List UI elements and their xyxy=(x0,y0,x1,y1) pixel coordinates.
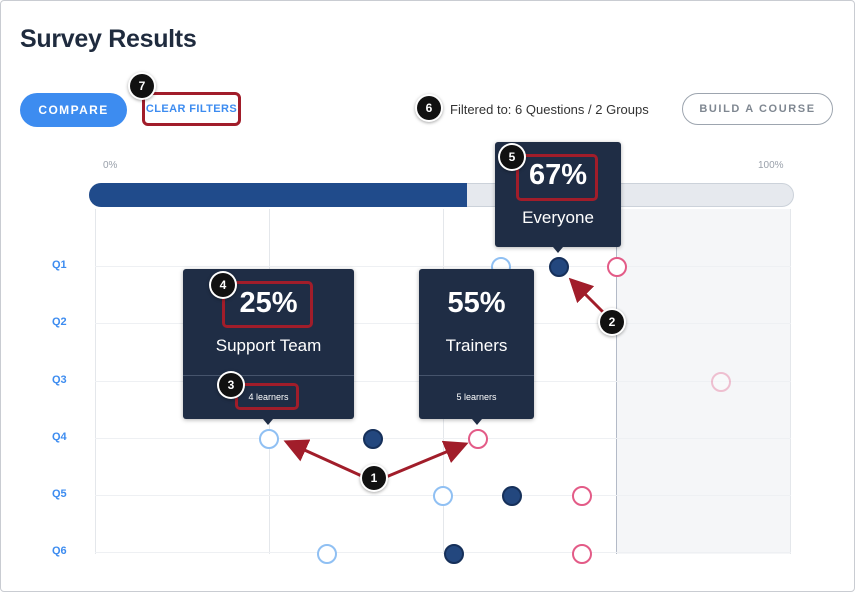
progress-fill xyxy=(89,183,467,207)
tooltip-group-name: Support Team xyxy=(215,336,322,355)
q6-everyone-dot[interactable] xyxy=(444,544,464,564)
tooltip-percent: 25% xyxy=(239,287,298,319)
callout-badge-6: 6 xyxy=(417,96,441,120)
question-label-q3[interactable]: Q3 xyxy=(52,374,67,386)
question-label-q1[interactable]: Q1 xyxy=(52,259,67,271)
arrow-to-trainers-dot xyxy=(385,440,469,479)
tooltip-caret xyxy=(553,247,563,253)
q6-trainers-dot[interactable] xyxy=(572,544,592,564)
tooltip-group-name: Everyone xyxy=(522,208,594,227)
question-label-q4[interactable]: Q4 xyxy=(52,431,67,443)
tooltip-percent: 55% xyxy=(447,287,506,319)
callout-badge-5: 5 xyxy=(500,145,524,169)
q4-trainers-dot[interactable] xyxy=(468,429,488,449)
tooltip-caret xyxy=(472,419,482,425)
page-title: Survey Results xyxy=(20,25,197,53)
q1-everyone-dot[interactable] xyxy=(549,257,569,277)
build-course-button[interactable]: BUILD A COURSE xyxy=(682,93,833,125)
arrow-to-support-dot xyxy=(283,439,365,479)
q6-support-dot[interactable] xyxy=(317,544,337,564)
question-label-q6[interactable]: Q6 xyxy=(52,545,67,557)
scale-min-label: 0% xyxy=(103,160,118,171)
q5-support-dot[interactable] xyxy=(433,486,453,506)
q5-everyone-dot[interactable] xyxy=(502,486,522,506)
callout-badge-4: 4 xyxy=(211,273,235,297)
tooltip-learners: 4 learners xyxy=(248,392,289,402)
tooltip-caret xyxy=(263,419,273,425)
q3-trainers-dot[interactable] xyxy=(711,372,731,392)
row-line-q4 xyxy=(95,438,791,439)
scale-max-label: 100% xyxy=(758,160,784,171)
q4-support-dot[interactable] xyxy=(259,429,279,449)
tooltip-divider xyxy=(183,375,354,376)
callout-badge-7: 7 xyxy=(130,74,154,98)
tooltip-support-team: 25% Support Team 4 learners xyxy=(183,269,354,425)
highlight-support-learners xyxy=(235,383,299,410)
compare-button[interactable]: COMPARE xyxy=(20,93,127,127)
tooltip-percent: 67% xyxy=(528,159,588,191)
q5-trainers-dot[interactable] xyxy=(572,486,592,506)
callout-badge-1: 1 xyxy=(362,466,386,490)
highlight-everyone-percent xyxy=(516,154,598,201)
tooltip-divider xyxy=(419,375,534,376)
tooltip-group-name: Trainers xyxy=(445,336,508,355)
question-label-q5[interactable]: Q5 xyxy=(52,488,67,500)
clear-filters-button[interactable]: CLEAR FILTERS xyxy=(142,92,241,126)
row-line-q6 xyxy=(95,552,791,553)
row-line-q1 xyxy=(95,266,791,267)
question-label-q2[interactable]: Q2 xyxy=(52,316,67,328)
highlight-support-percent xyxy=(222,281,313,328)
tooltip-learners: 5 learners xyxy=(456,392,497,402)
callout-badge-3: 3 xyxy=(219,373,243,397)
arrow-to-everyone-dot xyxy=(568,277,607,316)
callout-badge-2: 2 xyxy=(600,310,624,334)
filter-status: Filtered to: 6 Questions / 2 Groups xyxy=(450,102,649,117)
q1-trainers-dot[interactable] xyxy=(607,257,627,277)
q4-everyone-dot[interactable] xyxy=(363,429,383,449)
tooltip-trainers: 55% Trainers 5 learners xyxy=(419,269,534,425)
